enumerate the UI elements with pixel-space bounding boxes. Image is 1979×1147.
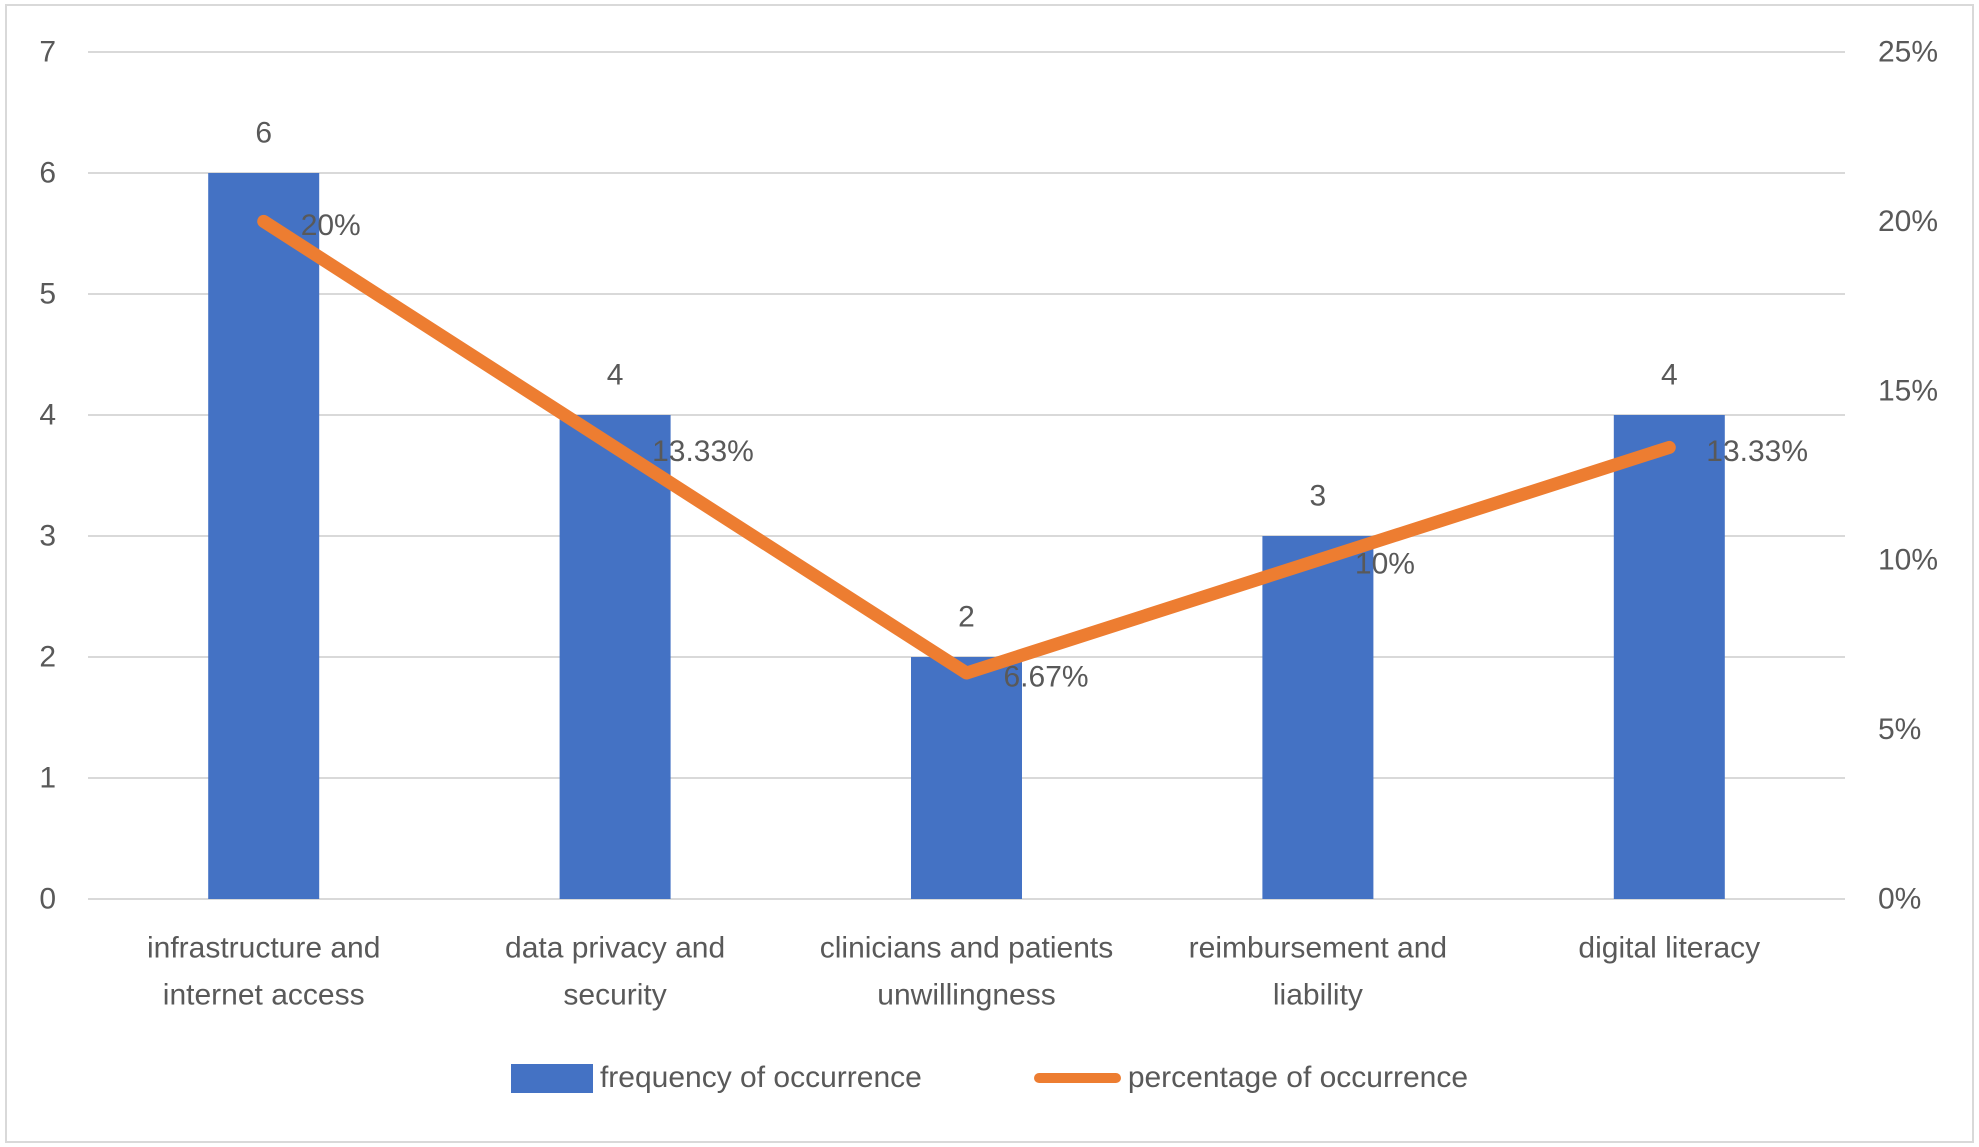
category-label: security	[563, 979, 666, 1012]
category-label: internet access	[163, 979, 365, 1012]
category-label: unwillingness	[877, 979, 1055, 1012]
category-label: digital literacy	[1578, 932, 1760, 965]
legend-label-percentage: percentage of occurrence	[1127, 1061, 1469, 1094]
bar-value-label: 4	[1661, 359, 1678, 392]
left-axis-tick-label: 0	[39, 883, 56, 916]
line-value-label: 13.33%	[1706, 435, 1808, 468]
bar-2	[911, 657, 1022, 899]
category-label: reimbursement and	[1189, 932, 1447, 965]
line-value-label: 13.33%	[652, 435, 754, 468]
right-axis-tick-label: 15%	[1878, 374, 1938, 407]
category-label: infrastructure and	[147, 932, 380, 965]
left-axis-tick-label: 3	[39, 520, 56, 553]
bar-value-label: 3	[1310, 480, 1327, 513]
legend-bar-swatch-icon	[510, 1063, 593, 1093]
percentage-line	[257, 214, 1676, 680]
bar-0	[208, 173, 320, 899]
bar-value-label: 4	[607, 359, 624, 392]
right-axis-tick-label: 25%	[1878, 36, 1938, 69]
category-label: data privacy and	[505, 932, 725, 965]
category-label: clinicians and patients	[820, 932, 1114, 965]
chart-legend: frequency of occurrence percentage of oc…	[0, 1048, 1979, 1108]
legend-label-frequency: frequency of occurrence	[599, 1061, 922, 1094]
bar-1	[559, 415, 671, 899]
left-axis-tick-label: 4	[39, 399, 56, 432]
left-axis-tick-label: 7	[39, 36, 56, 69]
bar-3	[1262, 536, 1374, 899]
bar-value-label: 6	[255, 117, 272, 150]
right-axis-tick-label: 0%	[1878, 883, 1921, 916]
category-label: liability	[1273, 979, 1363, 1012]
line-value-label: 10%	[1355, 548, 1415, 581]
left-axis-tick-label: 2	[39, 641, 56, 674]
legend-line-swatch-icon	[1033, 1073, 1121, 1083]
right-axis-tick-label: 10%	[1878, 544, 1938, 577]
legend-item-percentage: percentage of occurrence	[1033, 1061, 1469, 1095]
bar-4	[1613, 415, 1725, 899]
left-axis-tick-label: 1	[39, 762, 56, 795]
line-value-label: 20%	[301, 209, 361, 242]
left-axis-tick-label: 6	[39, 157, 56, 190]
legend-item-frequency: frequency of occurrence	[510, 1061, 922, 1095]
right-axis-tick-label: 5%	[1878, 713, 1921, 746]
line-value-label: 6.67%	[1004, 661, 1089, 694]
left-axis-tick-label: 5	[39, 278, 56, 311]
right-axis-tick-label: 20%	[1878, 205, 1938, 238]
bar-value-label: 2	[958, 601, 975, 634]
